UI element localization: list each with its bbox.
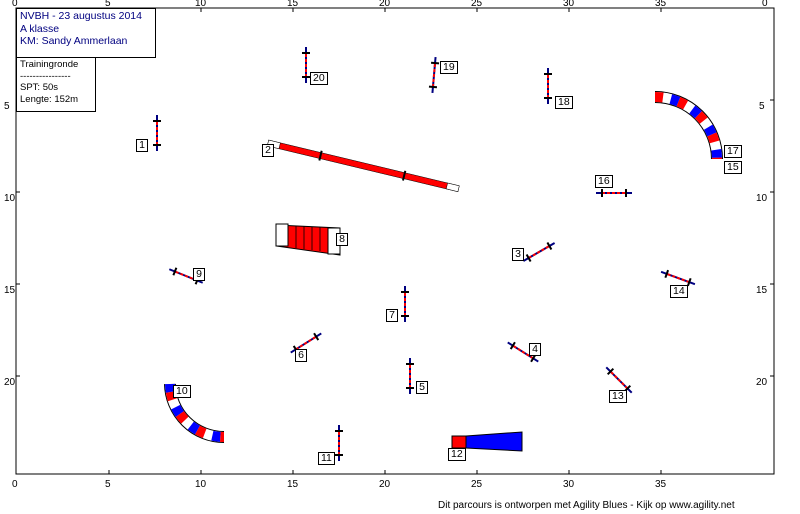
obstacle-18	[543, 67, 553, 105]
tick-x-bottom: 30	[563, 479, 575, 490]
obstacle-5	[405, 357, 415, 395]
tick-x-bottom: 35	[655, 479, 667, 490]
length-label: Lengte: 152m	[20, 93, 79, 105]
obstacle-number-label: 5	[416, 381, 428, 394]
tick-y-right: 10	[756, 193, 768, 204]
obstacle-number-label: 1	[136, 139, 148, 152]
tick-x-top: 5	[105, 0, 111, 9]
course-info-box: NVBH - 23 augustus 2014 A klasse KM: San…	[16, 8, 156, 58]
obstacle-number-label: 19	[440, 61, 458, 74]
obstacle-number-label: 18	[555, 96, 573, 109]
tick-x-top: 10	[195, 0, 207, 9]
class-label: A klasse	[20, 22, 60, 35]
run-divider: ----------------	[20, 70, 71, 82]
obstacle-10	[164, 383, 225, 443]
tick-y-right: 20	[756, 377, 768, 388]
tick-x-top: 25	[471, 0, 483, 9]
judge-label: KM: Sandy Ammerlaan	[20, 35, 128, 47]
footer-credit: Dit parcours is ontworpen met Agility Bl…	[438, 500, 735, 511]
obstacle-1	[152, 114, 162, 152]
tick-x-bottom: 15	[287, 479, 299, 490]
tick-x-top: 30	[563, 0, 575, 9]
obstacle-16	[595, 188, 633, 198]
obstacle-number-label: 14	[670, 285, 688, 298]
tick-corner-top: 0	[12, 0, 18, 9]
tick-x-top: 20	[379, 0, 391, 9]
obstacle-number-label: 8	[336, 233, 348, 246]
tick-x-top: 15	[287, 0, 299, 9]
obstacle-number-label: 11	[318, 452, 335, 465]
grid-ticks	[16, 8, 774, 474]
course-border	[15, 7, 775, 475]
obstacle-11	[334, 424, 344, 462]
spt-label: SPT: 50s	[20, 82, 59, 93]
tick-x-bottom: 20	[379, 479, 391, 490]
obstacle-12	[451, 431, 523, 452]
obstacle-15	[654, 91, 723, 160]
tick-y-left: 15	[4, 285, 16, 296]
obstacle-number-label: 6	[295, 349, 307, 362]
event-title: NVBH - 23 augustus 2014	[20, 10, 142, 22]
tick-y-left: 20	[4, 377, 16, 388]
tick-y-right: 5	[759, 101, 765, 112]
obstacle-number-label: 16	[595, 175, 613, 188]
obstacle-number-label: 13	[609, 390, 627, 403]
obstacle-number-label: 20	[310, 72, 328, 85]
obstacle-3	[520, 238, 558, 266]
tick-x-bottom: 5	[105, 479, 111, 490]
obstacle-number-label: 15	[724, 161, 742, 174]
obstacle-number-label: 4	[529, 343, 541, 356]
obstacle-number-label: 12	[448, 448, 466, 461]
obstacle-number-label: 7	[386, 309, 398, 322]
tick-y-left: 5	[4, 101, 10, 112]
tick-y-right: 15	[756, 285, 768, 296]
obstacle-number-label: 3	[512, 248, 524, 261]
obstacle-number-label: 2	[262, 144, 274, 157]
tick-corner-top-right: 0	[762, 0, 768, 9]
run-info-box: Trainingronde ---------------- SPT: 50s …	[16, 58, 96, 112]
obstacle-20	[301, 46, 311, 84]
tick-x-bottom: 25	[471, 479, 483, 490]
obstacle-7	[400, 285, 410, 323]
run-label: Trainingronde	[20, 59, 79, 70]
obstacle-8	[275, 223, 341, 256]
obstacle-number-label: 17	[724, 145, 742, 158]
obstacle-2	[266, 139, 460, 192]
obstacle-number-label: 10	[173, 385, 191, 398]
tick-x-bottom: 10	[195, 479, 207, 490]
tick-x-top: 35	[655, 0, 667, 9]
obstacle-number-label: 9	[193, 268, 205, 281]
tick-y-left: 10	[4, 193, 16, 204]
tick-corner-bottom: 0	[12, 479, 18, 490]
obstacle-19	[427, 55, 441, 95]
